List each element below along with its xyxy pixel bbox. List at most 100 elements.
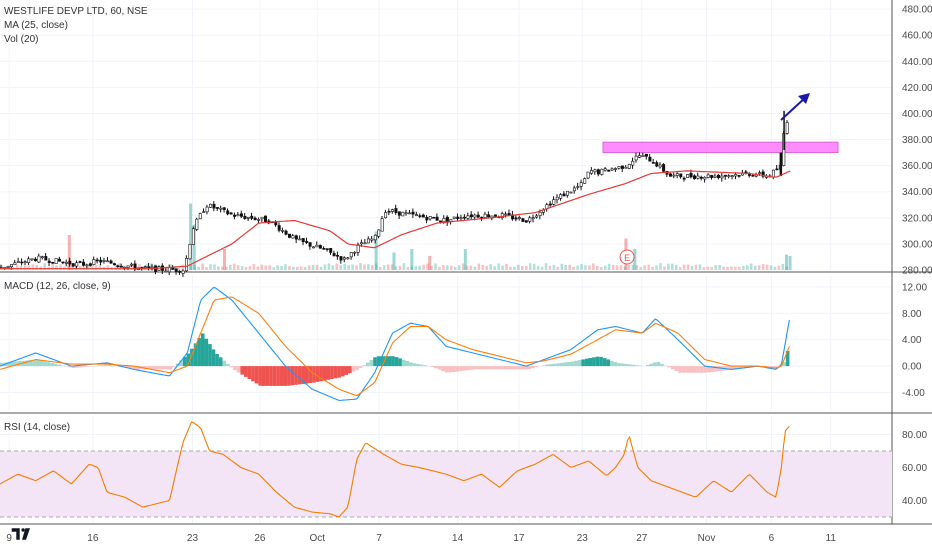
macd-histogram-bar: [606, 359, 611, 367]
candle-body: [459, 217, 463, 220]
volume-bar: [548, 265, 552, 270]
candle-body: [572, 187, 576, 192]
macd-histogram-bar: [599, 356, 603, 367]
macd-histogram-bar: [470, 366, 474, 370]
candle-body: [435, 216, 439, 221]
candle-body: [648, 156, 652, 162]
volume-indicator-label[interactable]: Vol (20): [4, 34, 39, 45]
macd-histogram-bar: [261, 366, 266, 386]
macd-histogram-bar: [710, 366, 715, 372]
volume-bar: [19, 266, 23, 270]
candle-body: [205, 206, 209, 213]
price-axis-label: 460.00: [902, 31, 932, 42]
candle-body: [617, 166, 621, 169]
macd-histogram-bar: [380, 356, 384, 367]
macd-histogram-bar: [107, 364, 112, 367]
macd-histogram-bar: [86, 366, 90, 367]
volume-bar: [528, 263, 532, 270]
candle-body: [301, 238, 305, 243]
macd-histogram-bar: [527, 366, 532, 370]
macd-histogram-bar: [627, 364, 632, 367]
macd-histogram-bar: [434, 366, 438, 369]
macd-histogram-bar: [775, 366, 779, 368]
volume-bar: [67, 235, 71, 270]
volume-bar: [702, 267, 706, 270]
candle-body: [58, 258, 62, 262]
candle-body: [442, 218, 446, 222]
macd-histogram-bar: [473, 366, 478, 370]
volume-bar: [544, 263, 548, 270]
macd-histogram-bar: [674, 366, 679, 372]
time-axis-label: Nov: [698, 533, 716, 544]
candle-body: [548, 203, 552, 206]
macd-histogram-bar: [82, 366, 87, 368]
volume-bar: [15, 264, 19, 270]
macd-histogram-bar: [645, 364, 650, 367]
macd-indicator-label[interactable]: MACD (12, 26, close, 9): [4, 281, 111, 292]
macd-histogram-bar: [165, 366, 169, 370]
volume-bar: [240, 266, 244, 270]
volume-bar: [769, 265, 773, 270]
volume-bar: [552, 264, 556, 270]
macd-histogram-bar: [678, 366, 682, 373]
candle-body: [693, 175, 697, 179]
candle-body: [143, 266, 147, 269]
ma-indicator-label[interactable]: MA (25, close): [4, 20, 68, 31]
volume-bar: [777, 265, 781, 270]
macd-histogram-bar: [161, 366, 166, 370]
candle-body: [627, 164, 631, 169]
candle-body: [439, 220, 443, 223]
volume-bar: [27, 265, 31, 270]
rsi-axis-label: 40.00: [902, 496, 927, 507]
candle-body: [528, 217, 532, 222]
volume-bar: [138, 264, 141, 270]
volume-bar: [453, 266, 457, 270]
volume-bar: [734, 266, 737, 270]
candle-body: [603, 168, 607, 171]
macd-histogram-bar: [279, 366, 284, 386]
rsi-indicator-label[interactable]: RSI (14, close): [4, 422, 71, 433]
macd-histogram-bar: [391, 356, 395, 367]
macd-histogram-bar: [566, 361, 571, 367]
volume-bar: [367, 264, 370, 270]
macd-histogram-bar: [233, 366, 237, 371]
volume-bar: [501, 265, 504, 270]
volume-bar: [749, 263, 753, 270]
candle-body: [51, 261, 55, 264]
volume-bar: [722, 266, 725, 270]
candle-body: [246, 216, 250, 219]
macd-histogram-bar: [14, 361, 18, 367]
macd-histogram-bar: [369, 359, 374, 367]
volume-bar: [477, 263, 481, 270]
candle-body: [699, 176, 703, 179]
macd-histogram-bar: [157, 366, 162, 370]
volume-bar: [568, 264, 571, 270]
volume-bar: [311, 264, 315, 270]
time-axis-label: 23: [577, 533, 589, 544]
volume-bar: [205, 267, 208, 270]
volume-bar: [221, 266, 224, 270]
macd-histogram-bar: [401, 359, 406, 367]
candle-body: [257, 219, 261, 221]
macd-histogram-bar: [322, 366, 327, 381]
price-axis-label: 280.00: [902, 266, 932, 277]
volume-bar: [303, 267, 307, 270]
volume-bar: [655, 265, 658, 270]
moving-average-line: [0, 170, 791, 270]
candle-body: [116, 265, 120, 268]
volume-bar: [363, 264, 366, 270]
macd-histogram-bar: [523, 366, 528, 370]
macd-histogram-bar: [215, 354, 219, 367]
candle-body: [452, 216, 456, 219]
macd-histogram-bar: [32, 359, 36, 367]
candle-body: [401, 211, 405, 217]
candle-body: [579, 182, 583, 187]
candle-body: [370, 238, 374, 241]
volume-bar: [410, 249, 414, 270]
time-axis-label: Oct: [310, 533, 326, 544]
candle-body: [390, 209, 394, 212]
candle-body: [47, 260, 51, 263]
candle-body: [171, 267, 175, 270]
macd-histogram-bar: [348, 366, 352, 374]
candle-body: [353, 251, 357, 254]
